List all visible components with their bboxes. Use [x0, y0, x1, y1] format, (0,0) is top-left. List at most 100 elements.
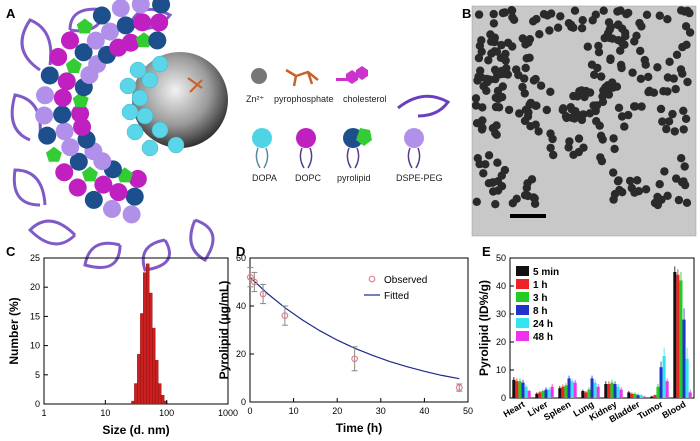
tem-nanoparticle	[559, 104, 568, 113]
tem-nanoparticle	[561, 112, 571, 121]
pyrolipid-icon	[343, 128, 372, 169]
lipid-shell-icon	[68, 178, 87, 197]
tem-nanoparticle	[663, 191, 672, 200]
tem-nanoparticle	[520, 191, 530, 200]
biodistribution-bar	[662, 356, 666, 398]
lipid-shell-icon	[94, 175, 113, 194]
biodistribution-bar	[512, 379, 516, 398]
biodistribution-bar	[610, 382, 614, 398]
tem-nanoparticle	[471, 101, 481, 110]
tem-nanoparticle	[663, 15, 672, 24]
tem-nanoparticle	[610, 189, 620, 199]
x-tick-label: 50	[463, 406, 473, 416]
tem-nanoparticle	[493, 158, 502, 167]
tem-nanoparticle	[617, 63, 626, 73]
lipid-shell-icon	[76, 18, 93, 34]
biodistribution-bar	[538, 392, 542, 398]
tem-nanoparticle	[481, 160, 490, 169]
lipid-shell-icon	[73, 117, 92, 136]
size-distribution-chart: 1 10 100 1000 0 5 10 15 20 25 Size (d. nm) Number (…	[7, 253, 238, 437]
tem-nanoparticle	[508, 42, 517, 51]
tem-nanoparticle	[609, 168, 618, 177]
tem-nanoparticle	[515, 109, 524, 118]
x-tick-label: 40	[419, 406, 429, 416]
tem-nanoparticle	[577, 24, 587, 33]
tem-nanoparticle	[664, 117, 674, 126]
size-bar	[160, 395, 165, 405]
tem-nanoparticle	[606, 55, 615, 65]
tem-nanoparticle	[637, 102, 646, 111]
legend-label-zinc: Zn²⁺	[246, 94, 265, 104]
tem-nanoparticle	[491, 129, 500, 138]
tem-nanoparticle	[472, 119, 482, 128]
biodistribution-bar	[596, 386, 600, 398]
lipid-shell-icon	[125, 187, 144, 206]
panel-c-letter: C	[6, 244, 16, 259]
pyrophosphate-icon	[285, 68, 319, 87]
lipid-shell-icon	[81, 166, 98, 182]
size-bar	[146, 263, 150, 405]
tem-nanoparticle	[474, 72, 483, 81]
lipid-shell-icon	[133, 13, 152, 32]
biodistribution-bar	[682, 319, 686, 398]
tem-nanoparticle	[508, 13, 517, 22]
biodistribution-bar	[633, 393, 637, 398]
y-tick-label: 0	[35, 399, 40, 409]
tem-nanoparticle	[497, 40, 506, 50]
tem-nanoparticle	[642, 10, 652, 19]
size-bar	[143, 272, 147, 405]
y-tick-label: 15	[30, 311, 40, 321]
x-category-label: Tumor	[636, 399, 665, 422]
tem-nanoparticle	[570, 6, 580, 15]
tem-nanoparticle	[577, 86, 586, 95]
biodistribution-bar	[685, 358, 689, 398]
x-tick-label: 20	[332, 406, 342, 416]
tem-nanoparticle	[574, 147, 583, 157]
tem-nanoparticle	[491, 102, 501, 112]
legend-pyrophosphate: pyrophosphate	[274, 68, 334, 104]
tem-nanoparticle	[613, 177, 623, 186]
biodistribution-bar	[584, 392, 588, 398]
panel-e: E Heart LiverSpleenLungKidneyBladderTumor…	[477, 244, 695, 424]
tem-nanoparticle	[589, 101, 598, 110]
biodistribution-bar	[541, 391, 545, 398]
biodistribution-bar	[567, 378, 571, 398]
observed-point	[251, 278, 258, 286]
y-tick-label: 50	[496, 253, 506, 263]
legend-dopc: DOPC	[295, 128, 322, 183]
y-tick-label: 5	[35, 370, 40, 380]
biodistribution-bar	[679, 280, 683, 398]
legend-label: 3 h	[533, 293, 547, 304]
tem-nanoparticle	[573, 110, 582, 120]
lipid-shell-icon	[101, 22, 120, 41]
biodistribution-bar	[659, 367, 663, 398]
scale-bar	[510, 214, 546, 218]
tem-nanoparticle	[682, 40, 691, 49]
legend-label-dopc: DOPC	[295, 173, 322, 183]
tem-nanoparticle	[500, 165, 510, 175]
plot-frame	[43, 257, 229, 405]
tem-nanoparticle	[522, 54, 531, 63]
tem-nanoparticle	[556, 12, 565, 21]
lipid-shell-icon	[92, 6, 111, 25]
lipid-shell-icon	[61, 31, 80, 50]
tem-nanoparticle	[614, 20, 623, 29]
tem-nanoparticle	[625, 176, 635, 186]
tem-nanoparticle	[546, 87, 555, 97]
tem-nanoparticle	[479, 169, 488, 178]
x-axis-title: Time (h)	[336, 421, 382, 435]
tem-nanoparticle	[671, 84, 680, 94]
biodistribution-bar	[656, 386, 660, 398]
size-bar	[149, 292, 153, 405]
component-legend: Zn²⁺ pyrophosphate cholesterol	[246, 66, 451, 183]
y-tick-label: 0	[501, 393, 506, 403]
y-tick-label: 40	[496, 281, 506, 291]
size-bar	[140, 313, 144, 405]
lipid-shell-icon	[111, 0, 130, 18]
legend-label: 8 h	[533, 306, 547, 317]
biodistribution-bar	[604, 384, 608, 398]
lipid-shell-icon	[150, 13, 169, 32]
pharmacokinetics-chart: 0 10 20 30 40 50 0 20 40 60 Observed Fitted Time (h)…	[217, 253, 473, 435]
tem-nanoparticle	[655, 11, 664, 20]
tem-nanoparticle	[610, 144, 619, 154]
